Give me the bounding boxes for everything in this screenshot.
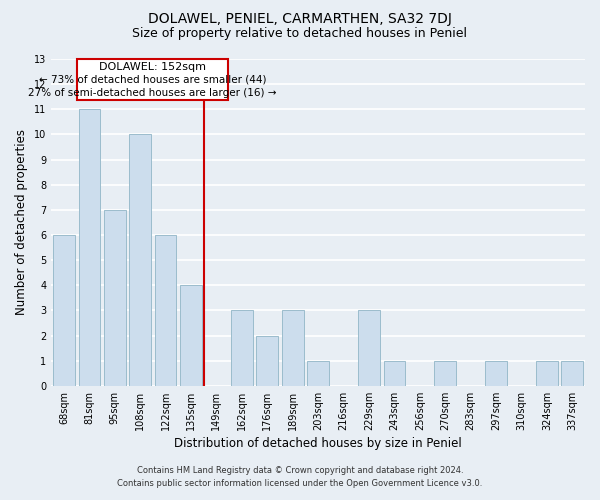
Bar — [358, 310, 380, 386]
Bar — [180, 286, 202, 386]
X-axis label: Distribution of detached houses by size in Peniel: Distribution of detached houses by size … — [174, 437, 462, 450]
Bar — [53, 235, 75, 386]
Bar — [485, 360, 507, 386]
Bar — [231, 310, 253, 386]
Text: DOLAWEL, PENIEL, CARMARTHEN, SA32 7DJ: DOLAWEL, PENIEL, CARMARTHEN, SA32 7DJ — [148, 12, 452, 26]
Bar — [434, 360, 456, 386]
Bar — [383, 360, 405, 386]
Bar — [256, 336, 278, 386]
Bar — [562, 360, 583, 386]
Text: ← 73% of detached houses are smaller (44): ← 73% of detached houses are smaller (44… — [38, 74, 266, 85]
Text: Size of property relative to detached houses in Peniel: Size of property relative to detached ho… — [133, 28, 467, 40]
Y-axis label: Number of detached properties: Number of detached properties — [16, 130, 28, 316]
Bar — [536, 360, 557, 386]
Bar — [130, 134, 151, 386]
Bar — [307, 360, 329, 386]
Bar — [104, 210, 125, 386]
FancyBboxPatch shape — [77, 59, 228, 100]
Bar — [155, 235, 176, 386]
Bar — [282, 310, 304, 386]
Text: Contains HM Land Registry data © Crown copyright and database right 2024.
Contai: Contains HM Land Registry data © Crown c… — [118, 466, 482, 487]
Text: DOLAWEL: 152sqm: DOLAWEL: 152sqm — [99, 62, 206, 72]
Bar — [79, 110, 100, 386]
Text: 27% of semi-detached houses are larger (16) →: 27% of semi-detached houses are larger (… — [28, 88, 277, 98]
